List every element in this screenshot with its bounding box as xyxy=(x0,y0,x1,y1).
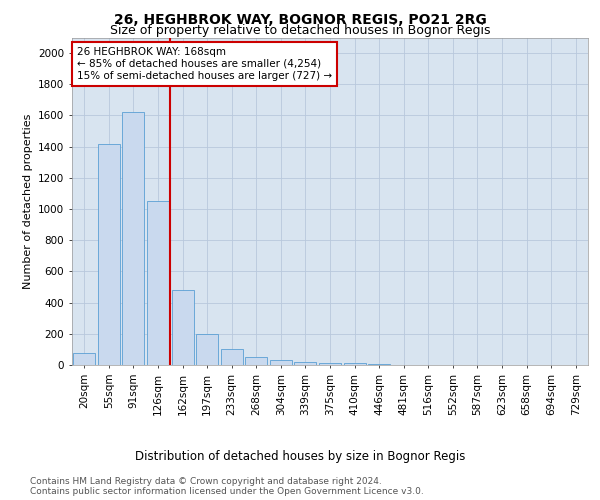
Text: Size of property relative to detached houses in Bognor Regis: Size of property relative to detached ho… xyxy=(110,24,490,37)
Text: Contains HM Land Registry data © Crown copyright and database right 2024.: Contains HM Land Registry data © Crown c… xyxy=(30,478,382,486)
Text: 26, HEGHBROK WAY, BOGNOR REGIS, PO21 2RG: 26, HEGHBROK WAY, BOGNOR REGIS, PO21 2RG xyxy=(113,12,487,26)
Bar xyxy=(319,362,341,365)
Bar xyxy=(295,362,316,365)
Bar xyxy=(73,352,95,365)
Bar xyxy=(196,334,218,365)
Bar xyxy=(344,364,365,365)
Bar xyxy=(270,360,292,365)
Text: 26 HEGHBROK WAY: 168sqm
← 85% of detached houses are smaller (4,254)
15% of semi: 26 HEGHBROK WAY: 168sqm ← 85% of detache… xyxy=(77,48,332,80)
Bar xyxy=(122,112,145,365)
Bar xyxy=(172,290,194,365)
Text: Distribution of detached houses by size in Bognor Regis: Distribution of detached houses by size … xyxy=(135,450,465,463)
Text: Contains public sector information licensed under the Open Government Licence v3: Contains public sector information licen… xyxy=(30,488,424,496)
Bar xyxy=(245,357,268,365)
Y-axis label: Number of detached properties: Number of detached properties xyxy=(23,114,32,289)
Bar xyxy=(98,144,120,365)
Bar xyxy=(368,364,390,365)
Bar xyxy=(221,350,243,365)
Bar xyxy=(147,201,169,365)
